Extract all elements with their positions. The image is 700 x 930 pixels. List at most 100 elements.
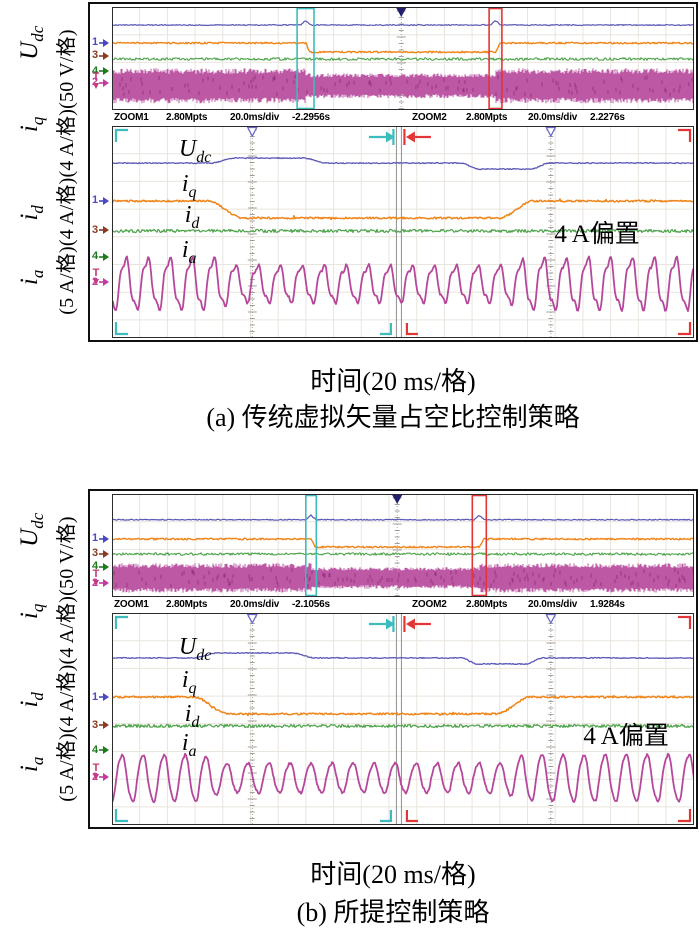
status-bar: ZOOM1 2.80Mpts 20.0ms/div -2.1056s ZOOM2… xyxy=(90,597,696,613)
trace-iq xyxy=(111,198,695,221)
grid xyxy=(112,613,694,825)
channel-marker-label: 3 xyxy=(92,718,99,731)
channel-marker-label: 2 xyxy=(92,770,99,783)
zoom1-timebase: 20.0ms/div xyxy=(230,112,280,123)
signal-iq-symbol: iq xyxy=(16,603,47,620)
channel-marker-label: 3 xyxy=(92,223,99,236)
channel-marker-label: 2 xyxy=(92,76,99,89)
channel-marker-label: 2 xyxy=(92,275,99,288)
y-axis-label: ia id iq Udc (5 A/格)(4 A/格)(4 A/格)(50 V/… xyxy=(4,2,84,342)
marker-arrow-icon xyxy=(99,78,110,87)
channel-marker-label: 1 xyxy=(92,532,99,544)
oscilloscope-figure-b: ia id iq Udc (5 A/格)(4 A/格)(4 A/格)(50 V/… xyxy=(0,489,700,929)
center-ruler xyxy=(247,613,257,825)
channel-marker-2: 2 xyxy=(92,770,110,783)
channel-marker-label: 2 xyxy=(92,576,99,589)
zoom2-label: ZOOM2 xyxy=(412,112,447,123)
channel-marker-4: 4 xyxy=(92,744,110,756)
signal-udc-symbol: Udc xyxy=(16,25,47,60)
channel-marker-1: 1 xyxy=(92,195,110,206)
zoom-center-nabla xyxy=(545,126,557,138)
trace-id xyxy=(111,723,695,729)
x-axis-caption: 时间(20 ms/格) xyxy=(310,860,476,889)
channel-marker-label: 3 xyxy=(92,49,99,62)
zoom-center-nabla xyxy=(246,126,258,138)
marker-arrow-icon xyxy=(99,773,110,782)
zoom1-label: ZOOM1 xyxy=(114,112,149,123)
trigger-t-arrow-icon xyxy=(93,773,99,780)
trace-udc xyxy=(111,156,695,171)
signal-id-symbol: id xyxy=(16,692,47,708)
channel-marker-3: 3 xyxy=(92,223,110,236)
channel-marker-label: 4 xyxy=(92,64,99,77)
signal-ia-symbol: ia xyxy=(16,269,47,286)
channel-marker-label: 1 xyxy=(92,36,99,49)
zoom-center-nabla xyxy=(246,613,258,625)
trace-iq xyxy=(112,694,695,717)
y-axis-units: (5 A/格)(4 A/格)(4 A/格)(50 V/格) xyxy=(56,29,78,315)
marker-arrow-icon xyxy=(99,549,110,558)
marker-arrow-icon xyxy=(99,51,110,60)
zoom1-corner-brackets xyxy=(114,615,395,823)
channel-marker-label: T xyxy=(92,568,100,581)
channel-marker-label: 4 xyxy=(92,560,99,573)
trace-udc xyxy=(111,20,695,27)
channel-marker-label: T xyxy=(92,267,100,280)
signal-iq-symbol: iq xyxy=(16,116,47,133)
channel-marker-2: 2 xyxy=(92,576,110,589)
zoom-waveforms-svg xyxy=(111,126,695,338)
zoom-center-nabla xyxy=(545,613,557,625)
trace-id xyxy=(111,228,695,234)
channel-marker-1: 1 xyxy=(92,37,110,48)
signal-udc-symbol: Udc xyxy=(16,512,47,547)
marker-arrow-icon xyxy=(99,746,110,755)
channel-marker-label: 3 xyxy=(92,547,99,560)
marker-arrow-icon xyxy=(99,196,110,205)
zoom2-timebase: 20.0ms/div xyxy=(528,112,578,123)
status-bar: ZOOM1 2.80Mpts 20.0ms/div -2.2956s ZOOM2… xyxy=(90,110,696,126)
channel-marker-label: 1 xyxy=(92,194,99,207)
channel-marker-label: 4 xyxy=(92,250,99,263)
zoom1-label: ZOOM1 xyxy=(114,599,149,610)
channel-marker-3: 3 xyxy=(92,548,110,559)
channel-marker-2: 2 xyxy=(92,77,110,88)
zoom2-timebase: 20.0ms/div xyxy=(528,599,578,610)
channel-marker-1: 1 xyxy=(92,533,110,544)
subfigure-b-caption: (b) 所提控制策略 xyxy=(296,898,490,927)
marker-arrow-icon xyxy=(99,67,110,76)
channel-marker-T: T xyxy=(92,568,100,587)
zoom1-position: -2.2956s xyxy=(292,112,330,123)
y-axis-symbols: ia id iq Udc xyxy=(4,489,50,829)
y-axis-symbols: ia id iq Udc xyxy=(4,2,50,342)
trace-ia-band xyxy=(111,68,695,104)
panel-border xyxy=(112,7,694,110)
marker-arrow-icon xyxy=(99,721,110,730)
channel-marker-4: 4 xyxy=(92,251,110,262)
trace-udc xyxy=(111,651,695,666)
channel-marker-3: 3 xyxy=(92,50,110,61)
trace-iq xyxy=(111,537,695,549)
channel-marker-T: T xyxy=(92,267,100,286)
trigger-t-arrow-icon xyxy=(93,580,99,587)
trigger-t-arrow-icon xyxy=(93,279,99,286)
zoom2-record-length: 2.80Mpts xyxy=(466,599,508,610)
trace-ia xyxy=(111,752,695,804)
marker-arrow-icon xyxy=(99,693,110,702)
channel-marker-1: 1 xyxy=(92,691,110,703)
zoom2-record-length: 2.80Mpts xyxy=(466,112,508,123)
center-ruler xyxy=(247,126,257,338)
marker-arrow-icon xyxy=(99,226,110,235)
marker-arrow-icon xyxy=(99,562,110,571)
trigger-t-arrow-icon xyxy=(93,83,99,90)
panel-border xyxy=(112,613,694,825)
y-axis-units: (5 A/格)(4 A/格)(4 A/格)(50 V/格) xyxy=(56,516,78,802)
zoom-waveforms-svg xyxy=(111,613,695,825)
zoom-plot xyxy=(111,613,695,825)
overview-plot xyxy=(111,494,695,597)
trace-ia xyxy=(111,255,695,312)
